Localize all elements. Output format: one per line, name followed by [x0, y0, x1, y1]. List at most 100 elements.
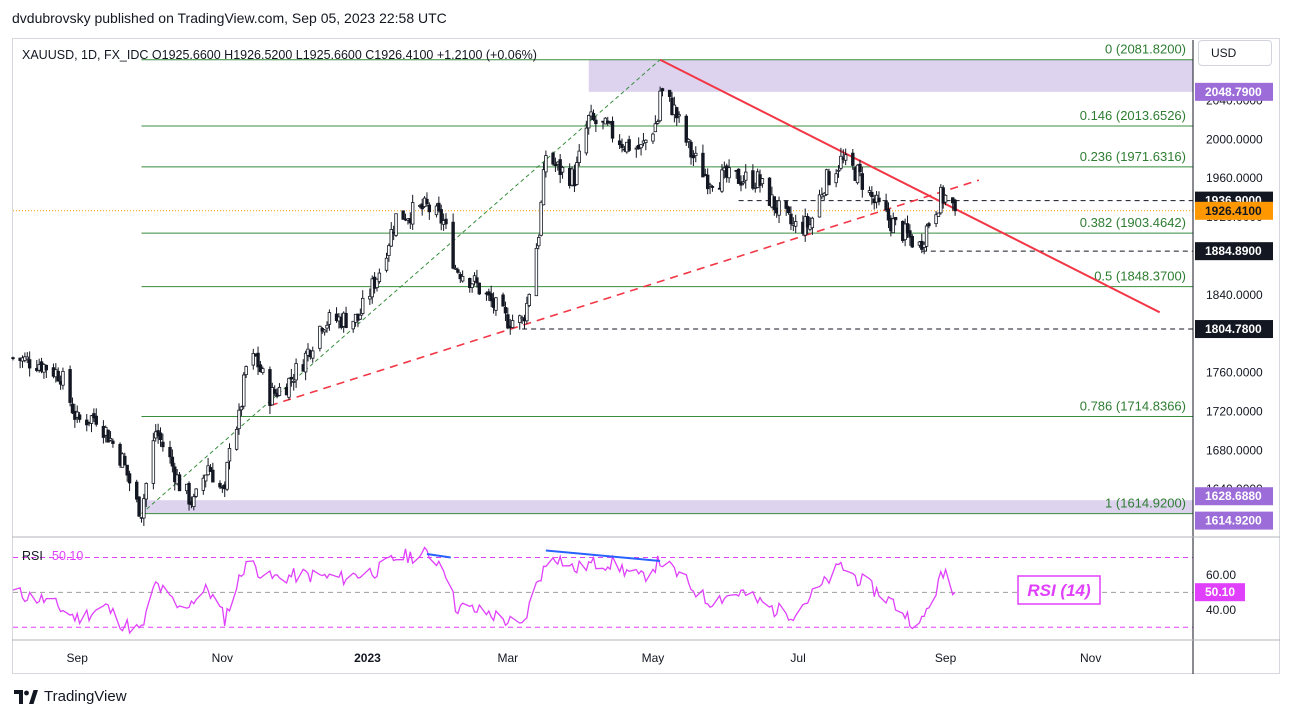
candle-body	[660, 88, 665, 92]
candle-body	[287, 377, 291, 398]
candle-body	[686, 139, 691, 142]
rsi-value-tag-bg	[1195, 583, 1245, 602]
chart-frame	[12, 38, 1280, 674]
candle-body	[794, 221, 798, 227]
candle-body	[25, 356, 29, 360]
candle-body	[389, 229, 393, 247]
price-tick-label: 2000.0000	[1206, 132, 1263, 146]
currency-button[interactable]: USD	[1198, 40, 1272, 66]
candle-body	[777, 200, 781, 216]
candle-body	[158, 432, 163, 441]
zone-top-tag-bg	[1195, 82, 1273, 101]
time-tick-label: May	[642, 651, 665, 665]
candle-body	[953, 199, 957, 212]
candle-body	[584, 127, 589, 154]
support-zone	[141, 500, 1193, 514]
candle-body	[867, 190, 872, 193]
candle-body	[427, 204, 432, 213]
candle-body	[227, 448, 232, 462]
candle-body	[639, 144, 643, 149]
candle-body	[170, 456, 175, 467]
candle-body	[272, 389, 277, 394]
candle-body	[908, 230, 912, 238]
rsi-box	[1017, 575, 1101, 605]
candle-body	[201, 477, 206, 491]
fib-label: 0.146 (2013.6526)	[1080, 108, 1186, 123]
candle-body	[94, 415, 98, 425]
price-tick-label: 1960.0000	[1206, 171, 1263, 185]
candle-body	[834, 173, 838, 184]
candle-body	[44, 364, 49, 371]
candle-body	[527, 293, 531, 306]
level-tag: 1884.8900	[1205, 244, 1262, 258]
divergence-line	[426, 552, 451, 559]
candle-body	[720, 169, 724, 192]
candle-body	[594, 119, 598, 125]
candle-body	[292, 380, 296, 383]
candle-body	[289, 376, 294, 380]
candle-body	[943, 194, 948, 203]
candle-body	[89, 415, 94, 424]
brand-name: TradingView	[44, 688, 127, 705]
candle-body	[261, 368, 265, 374]
candle-body	[77, 414, 82, 420]
support-trendline	[269, 179, 980, 407]
candle-body	[827, 171, 831, 186]
candle-body	[294, 363, 298, 381]
price-tick-label: 1760.0000	[1206, 366, 1263, 380]
zone-bottom-tag: 1614.9200	[1205, 514, 1262, 528]
candle-body	[870, 191, 874, 198]
candle-body	[691, 154, 696, 159]
candle-body	[92, 413, 96, 419]
candle-body	[377, 272, 382, 283]
candle-body	[810, 217, 815, 229]
candle-body	[551, 152, 555, 165]
candle-body	[518, 315, 522, 323]
candle-body	[553, 164, 558, 167]
candle-body	[470, 283, 474, 288]
candle-body	[839, 155, 843, 169]
candle-body	[860, 173, 865, 190]
candle-body	[144, 483, 148, 500]
tradingview-brand[interactable]: TradingView	[14, 688, 127, 705]
candle-body	[644, 139, 648, 143]
current-price-tag-bg	[1195, 201, 1273, 220]
candle-body	[805, 216, 810, 228]
candle-body	[177, 474, 182, 492]
time-tick-label: Jul	[790, 651, 805, 665]
candle-body	[537, 237, 541, 247]
candle-body	[161, 441, 165, 448]
candle-body	[456, 269, 460, 273]
candle-body	[817, 194, 822, 218]
candle-body	[710, 186, 715, 188]
candle-body	[905, 223, 910, 234]
level-tag-bg	[1195, 320, 1273, 339]
candle-body	[137, 496, 141, 517]
rsi-value-tag: 50.10	[1205, 585, 1235, 599]
candle-body	[439, 209, 443, 224]
candle-body	[577, 150, 581, 163]
fib-anchor-trendline	[141, 59, 661, 514]
candle-body	[786, 206, 791, 214]
candle-body	[127, 473, 132, 484]
candle-body	[705, 174, 710, 190]
time-tick-label: Nov	[212, 651, 233, 665]
candle-body	[234, 428, 239, 450]
candle-body	[534, 247, 539, 297]
zone-bottom-tag-bg	[1195, 487, 1273, 506]
candle-body	[727, 167, 731, 179]
rsi-box-label: RSI (14)	[1027, 581, 1091, 600]
candle-body	[384, 257, 389, 271]
candle-body	[772, 196, 776, 211]
candle-body	[425, 198, 429, 204]
rsi-tick-label: 60.00	[1206, 568, 1236, 582]
candle-body	[541, 169, 546, 206]
candle-body	[173, 466, 177, 483]
fib-label: 0 (2081.8200)	[1105, 42, 1186, 57]
candle-body	[736, 168, 741, 184]
candle-body	[891, 218, 895, 234]
candle-body	[270, 387, 275, 406]
zone-top-tag: 2048.7900	[1205, 85, 1262, 99]
candle-body	[358, 314, 363, 320]
